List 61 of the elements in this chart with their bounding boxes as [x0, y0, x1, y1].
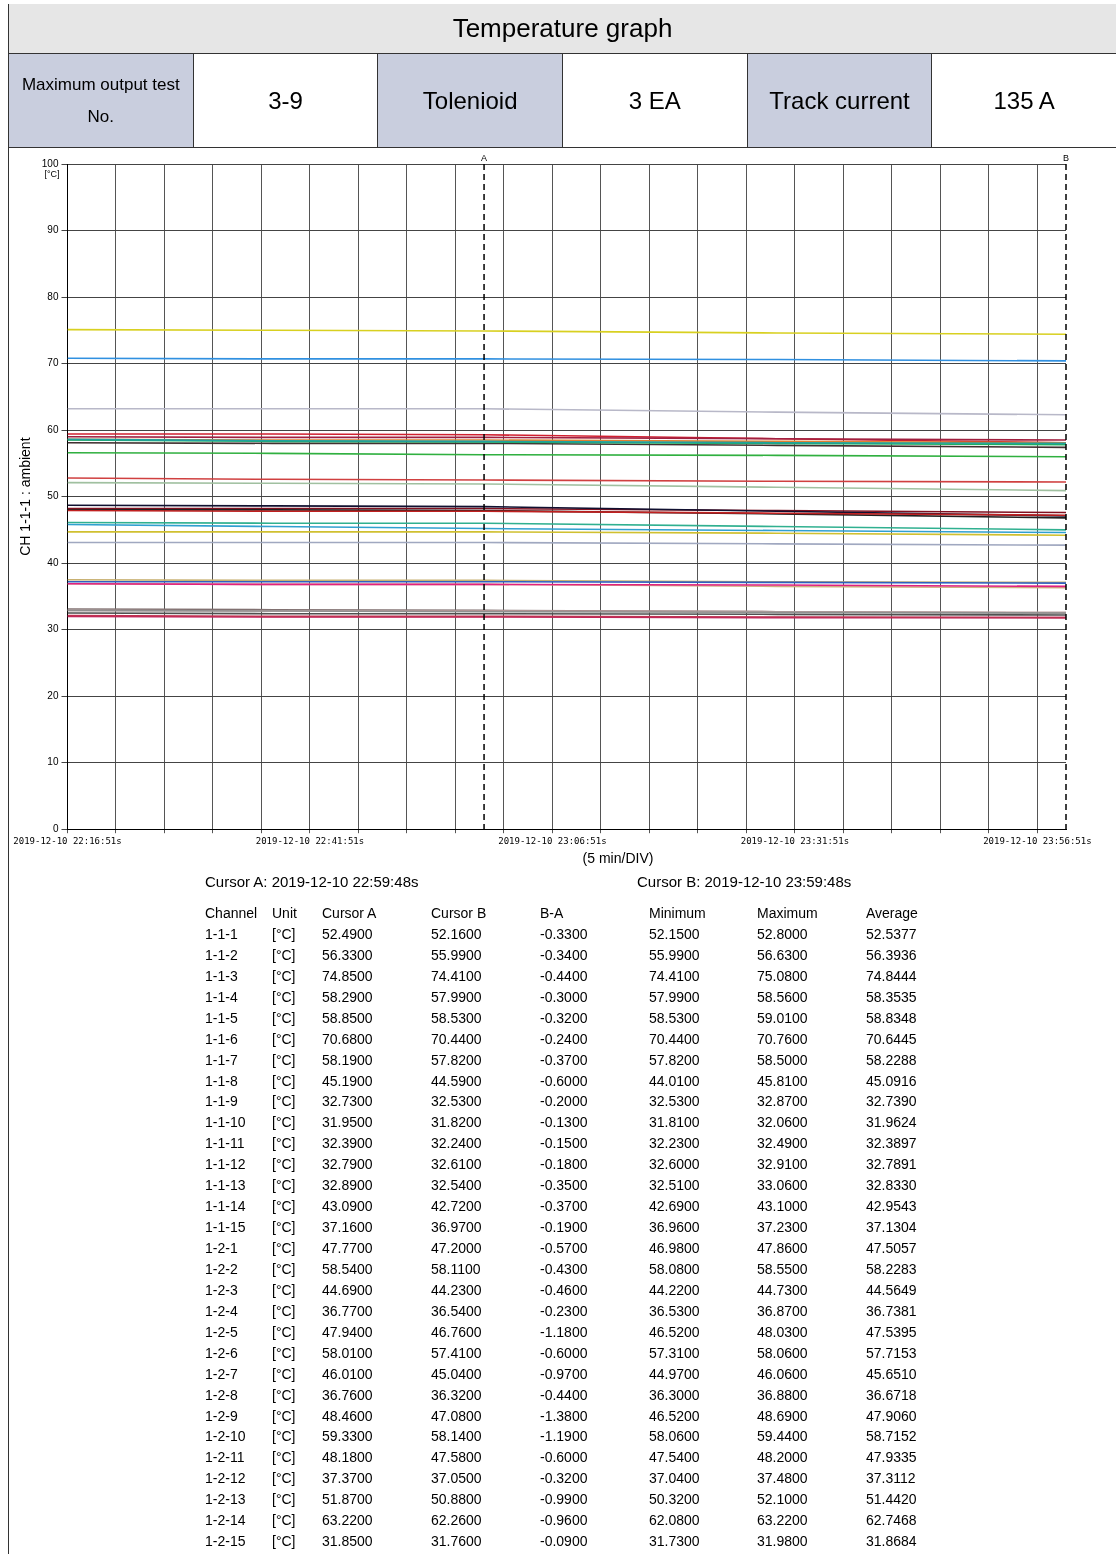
text: 1-1-12 [°C] 32.7900 32.6100 -0.1800 32.6000 32.9100 32.7891: [205, 1156, 917, 1173]
text: 1-2-4 [°C] 36.7700 36.5400 -0.2300 36.5300 36.8700 36.7381: [205, 1302, 917, 1319]
text: 1-2-5 [°C] 47.9400 46.7600 -1.1800 46.5200 48.0300 47.5395: [205, 1323, 917, 1340]
text: 1-1-1 [°C] 52.4900 52.1600 -0.3300 52.1500 52.8000 52.5377: [205, 925, 917, 942]
x-tick-label: 2019-12-10 23:31:51s: [740, 835, 850, 846]
text: 1-1-2 [°C] 56.3300 55.9900 -0.3400 55.9900 56.6300 56.3936: [205, 946, 917, 963]
y-tick-label: 90: [47, 224, 59, 236]
text: Cursor A: 2019-12-10 22:59:48s: [205, 873, 419, 890]
text: [°C]: [44, 168, 60, 179]
text: Cursor B: 2019-12-10 23:59:48s: [637, 873, 852, 890]
text: 1-2-6 [°C] 58.0100 57.4100 -0.6000 57.3100 58.0600 57.7153: [205, 1344, 917, 1361]
text: 1-2-15 [°C] 31.8500 31.7600 -0.0900 31.7300 31.9800 31.8684: [205, 1533, 917, 1550]
y-tick-label: 100: [41, 157, 59, 169]
y-tick-label: 10: [47, 756, 59, 768]
text: Tolenioid: [377, 54, 563, 147]
text: 1-1-10 [°C] 31.9500 31.8200 -0.1300 31.8100 32.0600 31.9624: [205, 1114, 917, 1131]
text: 1-1-4 [°C] 58.2900 57.9900 -0.3000 57.9900 58.5600 58.3535: [205, 988, 917, 1005]
text: 1-1-6 [°C] 70.6800 70.4400 -0.2400 70.4400 70.7600 70.6445: [205, 1030, 917, 1047]
text: 1-2-10 [°C] 59.3300 58.1400 -1.1900 58.0600 59.4400 58.7152: [205, 1428, 917, 1445]
y-tick-label: 20: [47, 689, 59, 701]
text: (5 min/DIV): [581, 850, 655, 866]
y-tick-label: 60: [47, 423, 59, 435]
y-tick-label: 40: [47, 556, 59, 568]
ref-line-label: B: [1062, 152, 1070, 163]
text: Track current: [746, 54, 932, 147]
text: 1-1-13 [°C] 32.8900 32.5400 -0.3500 32.5100 33.0600 32.8330: [205, 1177, 917, 1194]
text: 1-2-2 [°C] 58.5400 58.1100 -0.4300 58.0800 58.5500 58.2283: [205, 1260, 917, 1277]
x-tick-label: 2019-12-10 23:56:51s: [983, 835, 1092, 846]
text: 1-2-12 [°C] 37.3700 37.0500 -0.3200 37.0400 37.4800 37.3112: [205, 1470, 916, 1487]
x-tick-label: 2019-12-10 23:06:51s: [498, 835, 607, 846]
y-tick-label: 70: [47, 357, 59, 369]
y-tick-label: 0: [52, 822, 59, 834]
text: 1-2-8 [°C] 36.7600 36.3200 -0.4400 36.3000 36.8800 36.6718: [205, 1386, 917, 1403]
text: 3-9: [192, 54, 378, 147]
chart-title: Temperature graph: [8, 4, 1116, 54]
text: 1-2-3 [°C] 44.6900 44.2300 -0.4600 44.2200 44.7300 44.5649: [205, 1281, 917, 1298]
text: 1-2-1 [°C] 47.7700 47.2000 -0.5700 46.9800 47.8600 47.5057: [205, 1240, 917, 1256]
text: 1-1-7 [°C] 58.1900 57.8200 -0.3700 57.8200 58.5000 58.2288: [205, 1051, 917, 1068]
y-axis-title: CH 1-1-1 : ambient: [17, 437, 34, 556]
text: 1-1-11 [°C] 32.3900 32.2400 -0.1500 32.2300 32.4900 32.3897: [205, 1135, 917, 1152]
x-tick-label: 2019-12-10 22:16:51s: [13, 835, 122, 846]
text: 135 A: [931, 54, 1116, 147]
text: 1-2-11 [°C] 48.1800 47.5800 -0.6000 47.5400 48.2000 47.9335: [205, 1449, 917, 1466]
text: 1-1-15 [°C] 37.1600 36.9700 -0.1900 36.9600 37.2300 37.1304: [205, 1219, 917, 1236]
text: 1-2-14 [°C] 63.2200 62.2600 -0.9600 62.0800 63.2200 62.7468: [205, 1512, 917, 1529]
text: 1-2-9 [°C] 48.4600 47.0800 -1.3800 46.5200 48.6900 47.9060: [205, 1407, 917, 1424]
text: 1-1-3 [°C] 74.8500 74.4100 -0.4400 74.4100 75.0800 74.8444: [205, 967, 917, 984]
y-tick-label: 80: [47, 290, 59, 302]
y-tick-label: 30: [47, 623, 59, 635]
text: 1-1-8 [°C] 45.1900 44.5900 -0.6000 44.0100 45.8100 45.0916: [205, 1072, 917, 1089]
text: Channel Unit Cursor A Cursor B B-A Minimum Maximum Average: [205, 905, 918, 921]
y-tick-label: 50: [47, 490, 59, 502]
x-tick-label: 2019-12-10 22:41:51s: [255, 835, 365, 846]
text: 1-1-9 [°C] 32.7300 32.5300 -0.2000 32.5300 32.8700 32.7390: [205, 1093, 917, 1110]
ref-line-label: A: [481, 152, 488, 163]
text: 1-2-13 [°C] 51.8700 50.8800 -0.9900 50.3200 52.1000 51.4420: [205, 1491, 917, 1508]
text: 1-1-5 [°C] 58.8500 58.5300 -0.3200 58.5300 59.0100 58.8348: [205, 1009, 917, 1026]
text: Maximum output test No.: [9, 54, 193, 147]
text: 1-1-14 [°C] 43.0900 42.7200 -0.3700 42.6900 43.1000 42.9543: [205, 1198, 917, 1215]
text: 1-2-7 [°C] 46.0100 45.0400 -0.9700 44.9700 46.0600 45.6510: [205, 1365, 917, 1382]
text: 3 EA: [562, 54, 747, 147]
